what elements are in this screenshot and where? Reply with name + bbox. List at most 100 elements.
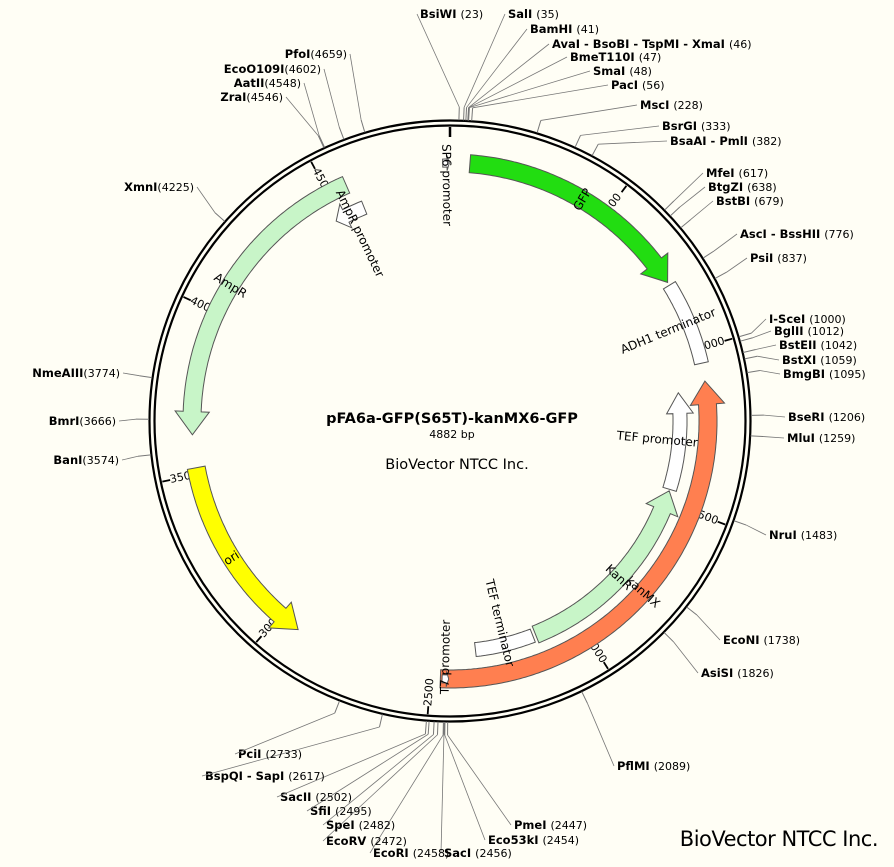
feature-tef-terminator [474,628,536,658]
vendor-label: BioVector NTCC Inc. [385,457,528,473]
site-xmni: XmnI(4225) [124,180,226,222]
site-bmri: BmrI(3666) [49,414,150,428]
site-pmei: PmeI (2447) [447,721,587,832]
site-bamhi: BamHI (41) [465,22,599,121]
site-nrui: NruI (1483) [733,520,837,542]
site-leader-line [751,318,767,334]
site-bsaai-pmli: BsaAI - PmlI (382) [591,134,782,156]
site-leader-line [201,726,380,777]
site-bani: BanI(3574) [53,453,151,467]
site-leader-line [469,70,591,108]
site-label: BamHI (41) [530,22,599,36]
tick-mark [724,337,733,342]
site-zrai: ZraI(4546) [220,90,325,148]
site-tick [360,119,366,133]
site-leader-line [369,734,444,854]
site-tick [137,454,151,457]
site-label: BseRI (1206) [788,410,865,424]
feature-ampr-promoter [335,200,368,229]
site-leader-line [673,172,704,202]
site-leader-line [196,186,216,213]
site-label: SalI (35) [508,7,559,21]
backbone-inner-ring [153,124,747,718]
site-leader-line [121,455,139,461]
site-label: Eco53kI (2454) [488,833,579,847]
site-label: SacI (2456) [444,846,512,860]
site-tick [139,375,153,379]
site-sacii: SacII (2502) [276,721,427,804]
site-pflmi: PflMI (2089) [581,691,690,773]
site-avai-bsobi-tspmi-xmai: AvaI - BsoBI - TspMI - XmaI (46) [467,37,752,121]
brand-corner-label: BioVector NTCC Inc. [679,827,879,851]
restriction-sites: BsiWI (23) SalI (35)BamHI (41)AvaI - BsoB… [32,7,865,860]
feature-t7-promoter [441,671,450,687]
site-tick [742,349,756,353]
site-leader-line [763,414,786,418]
site-bglii: BglII (1012) [740,324,844,342]
tick-mark [162,479,171,483]
site-leader-line [468,43,550,108]
site-label: PfoI(4659) [285,47,347,61]
site-econi: EcoNI (1738) [686,606,800,647]
site-tick [750,435,764,438]
site-label: MscI (228) [640,98,703,112]
site-label: AvaI - BsoBI - TspMI - XmaI (46) [552,37,752,51]
site-label: BstBI (679) [716,194,784,208]
site-pfoi: PfoI(4659) [285,47,366,133]
tick-mark [602,661,609,670]
site-label: PsiI (837) [750,251,807,265]
site-leader-line [598,140,668,145]
site-tick [591,143,599,156]
site-label: EcoNI (1738) [723,633,800,647]
site-tick [436,721,439,735]
site-label: BmrI(3666) [49,414,116,428]
site-leader-line [440,734,445,854]
site-label: NruI (1483) [769,528,837,542]
site-tick [317,135,325,148]
site-label: BsiWI (23) [420,7,483,21]
site-leader-line [466,28,528,108]
site-leader-line [444,734,486,841]
site-tick [744,355,758,360]
site-label: BanI(3574) [53,453,119,467]
site-label: PflMI (2089) [617,759,690,773]
site-label: BmeT110I (47) [570,50,661,64]
site-label: BsaAI - PmlI (382) [670,134,782,148]
site-tick [214,212,226,222]
tick-mark [255,635,263,643]
site-tick [468,107,470,121]
site-label: BtgZI (638) [708,180,777,194]
site-leader-line [580,125,660,136]
site-nmeaiii: NmeAIII(3774) [32,366,153,380]
site-tick [738,332,752,338]
site-leader-line [303,82,320,136]
site-label: AatII(4548) [234,76,301,90]
site-tick [334,700,340,714]
site-label: BglII (1012) [774,324,844,338]
site-pcii: PciI (2733) [234,700,340,761]
tick-mark [620,185,628,193]
site-label: AsiSI (1826) [701,666,774,680]
tick-mark [426,706,430,715]
site-leader-line [276,733,426,798]
site-leader-line [323,68,340,128]
tick-mark [183,296,192,302]
site-label: BstEII (1042) [779,338,857,352]
site-bsteii: BstEII (1042) [742,338,857,353]
site-tick [471,107,474,121]
site-bseri: BseRI (1206) [750,410,865,424]
site-tick [432,721,435,735]
backbone-outer-ring [148,119,752,723]
site-bsiwi: BsiWI (23) [416,7,483,121]
site-leader-line [757,355,780,361]
site-leader-line [463,13,506,108]
plasmid-name: pFA6a-GFP(S65T)-kanMX6-GFP [326,411,578,427]
site-tick [581,691,588,704]
site-bspqi-sapi: BspQI - SapI (2617) [201,714,383,783]
site-tick [669,206,681,217]
feature-tef-promoter [662,391,695,493]
feature-label-sp6-promoter: SP6 promoter [439,144,454,226]
site-tick [747,370,760,374]
site-leader-line [587,703,615,767]
